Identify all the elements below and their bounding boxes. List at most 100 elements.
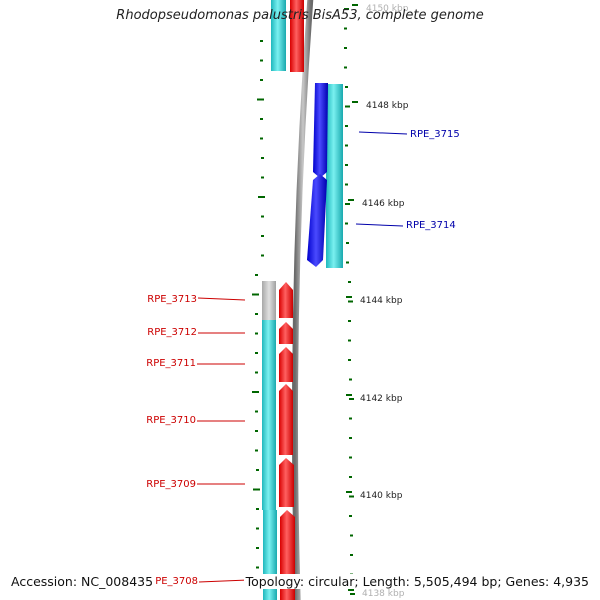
tick-mark [261, 215, 264, 218]
tick-mark [256, 527, 259, 530]
tick-mark [258, 196, 265, 198]
gene-leader-line [197, 297, 246, 301]
scale-label: 4148 kbp [366, 101, 409, 111]
cds-red-rpe3712[interactable] [279, 322, 293, 344]
scale-label: 4142 kbp [360, 394, 403, 404]
cds-red-rpe3711[interactable] [279, 347, 293, 382]
feature-grey[interactable] [262, 281, 276, 321]
tick-marks [252, 8, 355, 595]
cds-red-rpe3710[interactable] [279, 384, 293, 455]
topology-info-text: Topology: circular; Length: 5,505,494 bp… [243, 574, 591, 589]
tick-mark [350, 593, 355, 595]
tick-mark [345, 105, 350, 108]
top-feature-group [271, 0, 304, 72]
gene-label-rpe_3709[interactable]: RPE_3709 [146, 479, 196, 490]
scale-major-tick [348, 199, 354, 201]
tick-mark [255, 371, 258, 374]
cds-red-rpe3713[interactable] [279, 282, 293, 318]
gene-label-rpe_3710[interactable]: RPE_3710 [146, 415, 196, 426]
gene-leader-line [198, 579, 249, 583]
tick-mark [349, 476, 352, 478]
forward-strand-group [262, 281, 295, 600]
feature-cyan-reverse[interactable] [326, 84, 343, 268]
cds-red-rpe3709[interactable] [279, 458, 294, 507]
tick-mark [260, 59, 263, 62]
tick-mark [346, 261, 349, 264]
tick-mark [261, 176, 264, 179]
cds-blue-rpe3714[interactable] [307, 174, 327, 267]
scale-major-tick [346, 394, 352, 396]
gene-label-rpe_3712[interactable]: RPE_3712 [147, 327, 197, 338]
tick-mark [344, 8, 349, 10]
gene-label-rpe_3714[interactable]: RPE_3714 [406, 220, 456, 231]
tick-mark [350, 554, 353, 556]
tick-mark [345, 183, 348, 186]
tick-mark [261, 157, 264, 159]
gene-label-rpe_3708[interactable]: RPE_3708 [148, 576, 198, 587]
tick-mark [345, 203, 350, 205]
tick-mark [252, 293, 259, 296]
gene-labels: RPE_3715 RPE_3714 RPE_3713 RPE_3712 RPE_3711… [146, 129, 460, 587]
tick-mark [350, 534, 353, 537]
gene-label-rpe_3713[interactable]: RPE_3713 [147, 294, 197, 305]
tick-mark [348, 359, 351, 361]
tick-mark [260, 40, 263, 42]
scale-major-tick [348, 589, 354, 591]
gene-label-rpe_3711[interactable]: RPE_3711 [146, 358, 196, 369]
tick-mark [257, 98, 264, 101]
gene-leader-line [355, 223, 404, 227]
tick-mark [345, 144, 348, 147]
scale-label: 4138 kbp [362, 589, 405, 599]
tick-mark [253, 488, 260, 491]
tick-mark [349, 437, 352, 439]
tick-mark [255, 313, 258, 315]
scale-major-tick [346, 491, 352, 493]
scale-label: 4150 kbp [366, 4, 409, 14]
cds-blue-rpe3715[interactable] [313, 83, 328, 178]
tick-mark [345, 86, 348, 88]
accession-text: Accession: NC_008435 [9, 574, 156, 589]
tick-mark [255, 410, 258, 413]
tick-mark [256, 547, 259, 549]
feature-cyan-top[interactable] [271, 0, 286, 71]
tick-mark [349, 417, 352, 420]
tick-mark [349, 398, 354, 400]
tick-mark [252, 391, 259, 393]
scale-major-tick [346, 296, 352, 298]
tick-mark [349, 456, 352, 459]
tick-mark [349, 515, 352, 517]
feature-cyan-forward[interactable] [262, 320, 276, 510]
tick-mark [348, 320, 351, 322]
genome-title: Rhodopseudomonas palustris BisA53, compl… [116, 8, 484, 23]
tick-mark [256, 469, 259, 471]
tick-mark [344, 27, 347, 30]
tick-mark [256, 508, 259, 510]
genome-backbone [291, 0, 314, 600]
tick-mark [344, 66, 347, 69]
scale-label: 4140 kbp [360, 491, 403, 501]
tick-mark [349, 495, 354, 498]
tick-mark [344, 47, 347, 49]
tick-mark [345, 125, 348, 127]
tick-mark [255, 430, 258, 432]
tick-mark [348, 339, 351, 342]
tick-mark [255, 352, 258, 354]
scale-label: 4146 kbp [362, 199, 405, 209]
scale-label: 4144 kbp [360, 296, 403, 306]
tick-mark [349, 378, 352, 381]
tick-mark [256, 566, 259, 569]
tick-mark [345, 164, 348, 166]
tick-mark [346, 242, 349, 244]
tick-mark [255, 332, 258, 335]
tick-mark [345, 222, 348, 225]
cds-red-top[interactable] [290, 0, 304, 72]
tick-mark [261, 235, 264, 237]
reverse-strand-group [307, 83, 343, 268]
tick-mark [260, 79, 263, 81]
gene-label-rpe_3715[interactable]: RPE_3715 [410, 129, 460, 140]
tick-mark [260, 118, 263, 120]
gene-leader-line [358, 131, 408, 135]
scale-major-tick [352, 4, 358, 6]
tick-mark [348, 281, 351, 283]
